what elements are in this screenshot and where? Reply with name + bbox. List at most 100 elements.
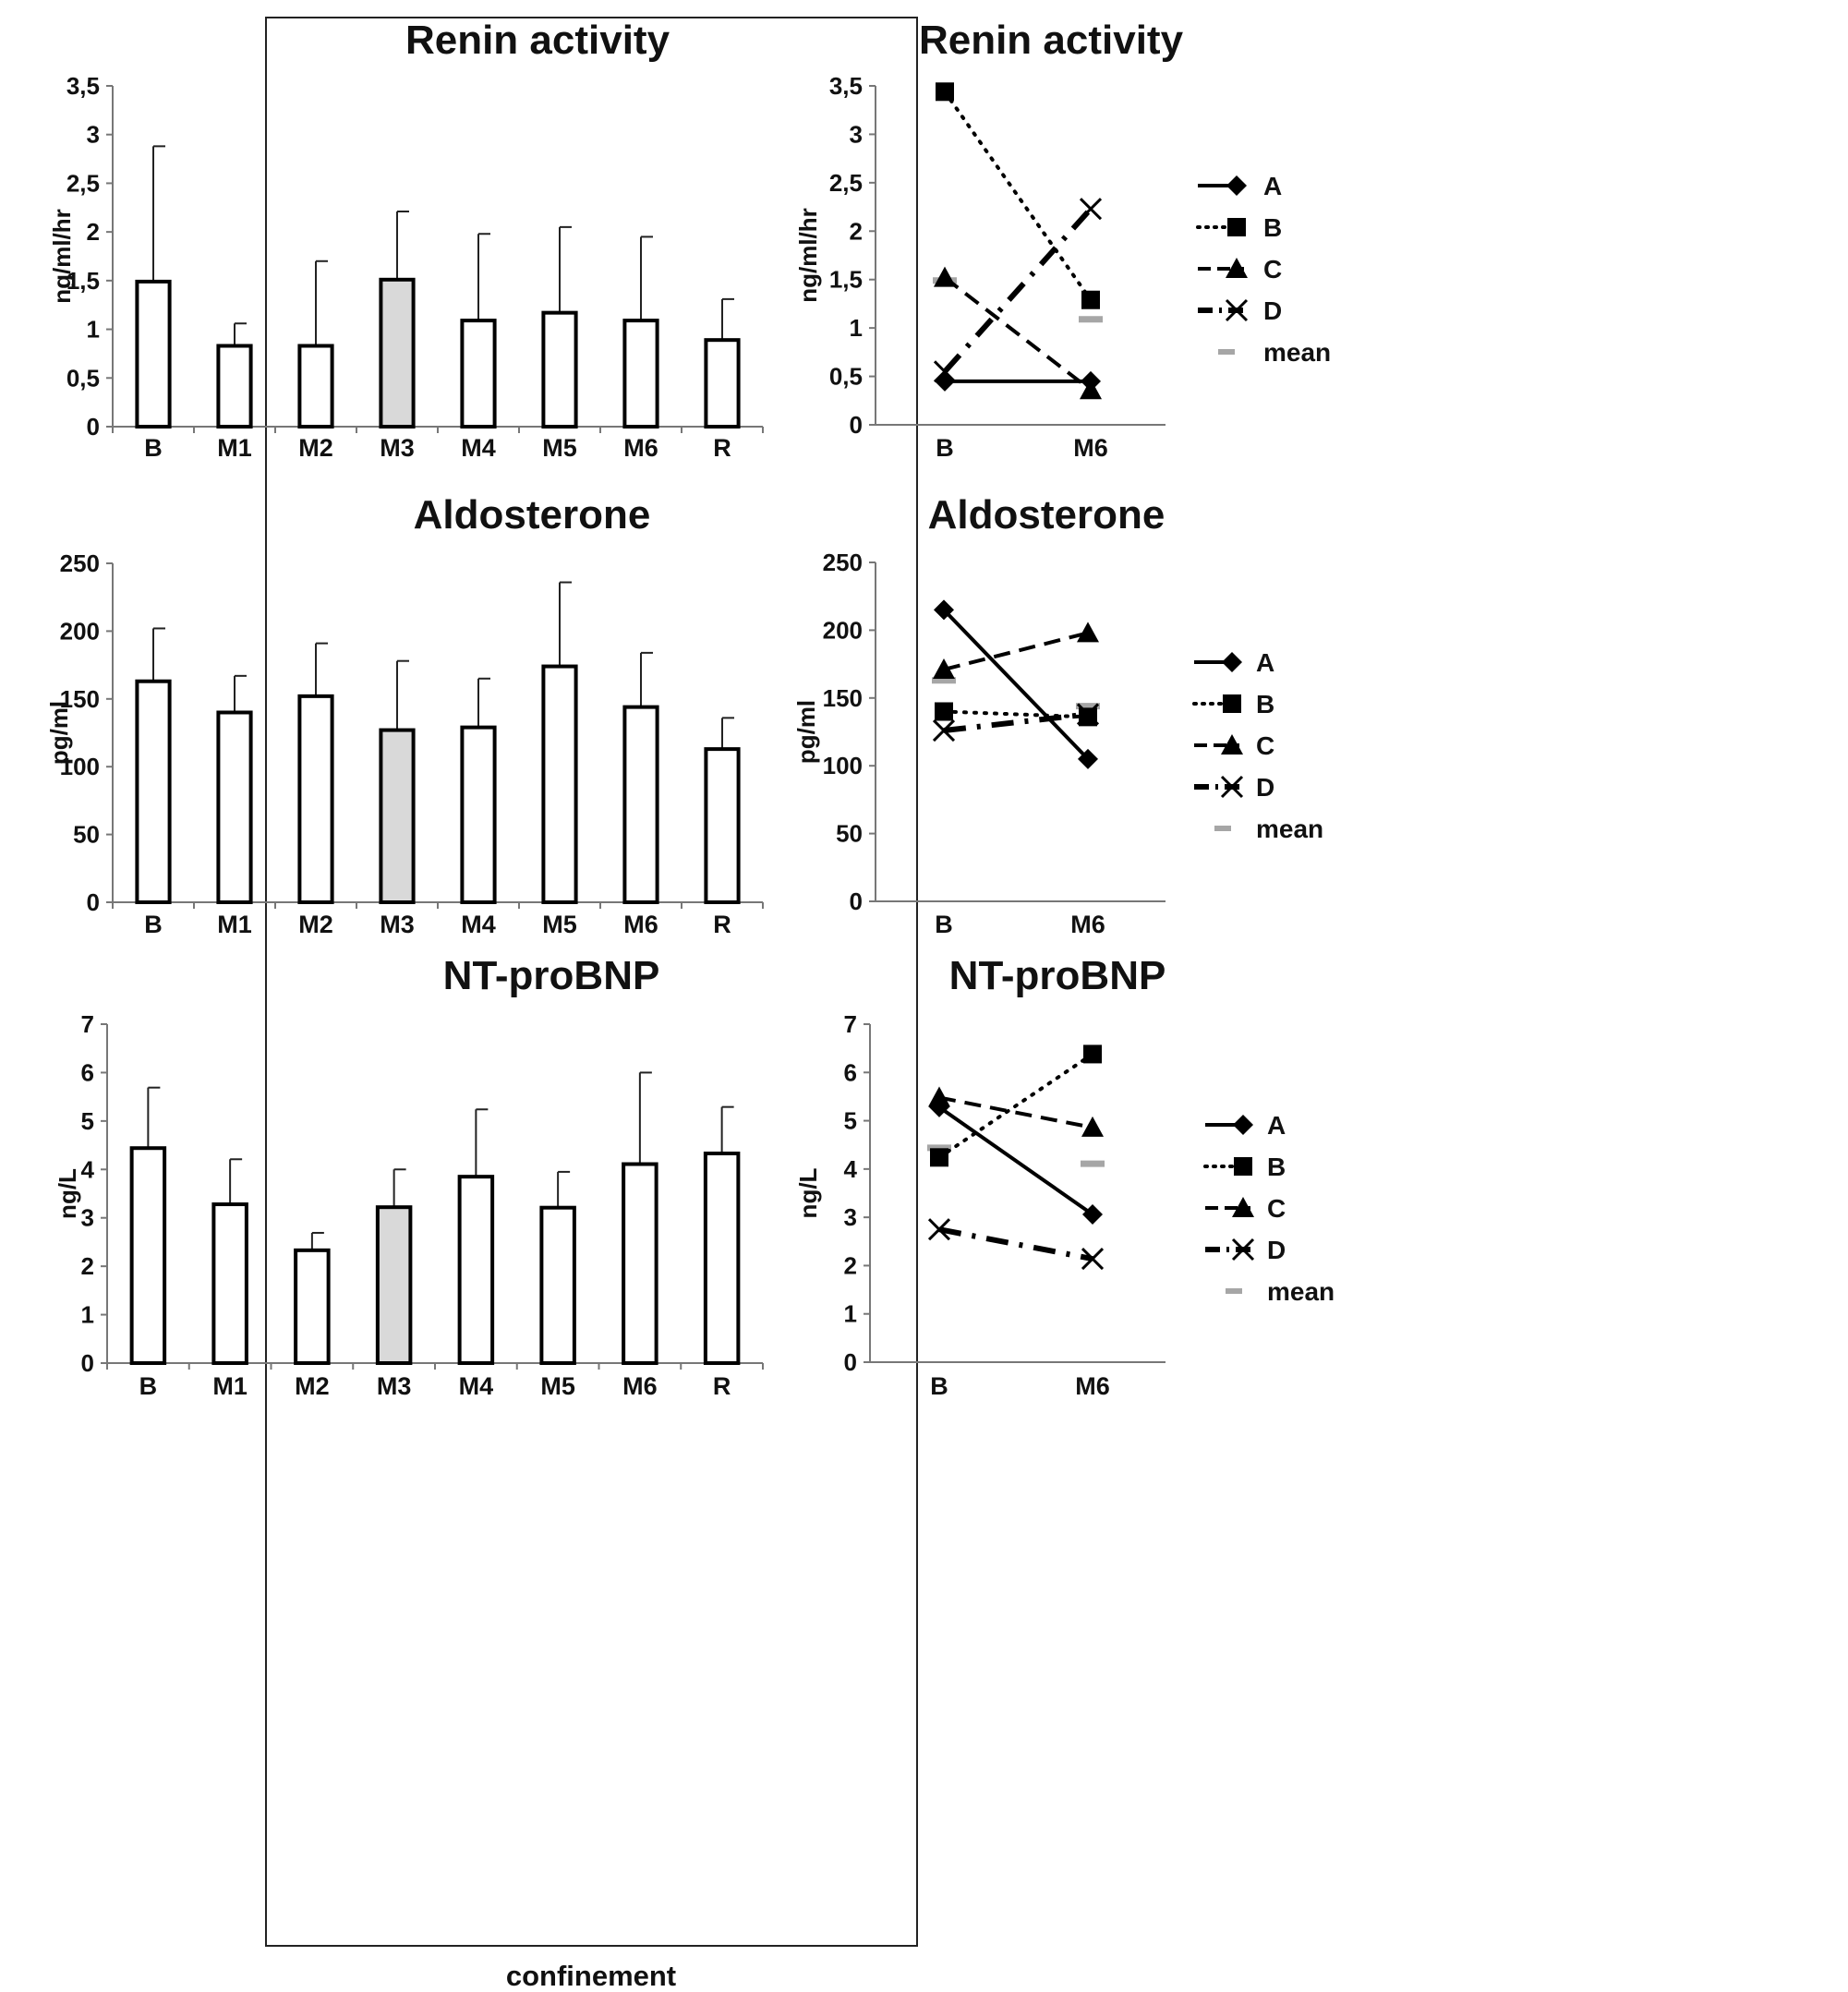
renin-line-ylabel: ng/ml/hr xyxy=(794,208,822,303)
aldo-line-legend-b-marker-square xyxy=(1223,694,1241,713)
aldo-bar-category-label: R xyxy=(713,911,731,938)
bnp-line-series-a-marker-diamond xyxy=(1082,1204,1103,1225)
bnp-line-series-c-marker-triangle xyxy=(928,1086,950,1107)
renin-line-ytick-label: 0 xyxy=(850,411,863,439)
renin-bar-bar-m1 xyxy=(216,344,253,429)
aldo-line-title: Aldosterone xyxy=(928,492,1166,537)
bnp-bar-ytick-label: 5 xyxy=(81,1107,94,1135)
aldo-bar-category-label: M6 xyxy=(623,911,658,938)
renin-line-series-c-marker-triangle xyxy=(934,266,956,287)
renin-line-series-b-marker-square xyxy=(936,82,954,102)
aldo-line-series-a-line xyxy=(942,608,1090,761)
bnp-bar-category-label: M1 xyxy=(212,1372,248,1400)
renin-line-series-d-marker-x xyxy=(1079,198,1103,221)
aldo-bar-bar-r xyxy=(704,747,741,905)
aldo-line-series-b-marker-square xyxy=(935,702,953,721)
bnp-line-legend-label-a: A xyxy=(1267,1111,1286,1140)
renin-line-category-label: M6 xyxy=(1073,434,1108,462)
aldo-line-ytick-label: 200 xyxy=(823,616,863,644)
aldo-line-series-a-marker-diamond xyxy=(934,599,954,621)
renin-line-legend-d-marker-x xyxy=(1225,298,1249,322)
renin-line-ytick-label: 0,5 xyxy=(829,363,863,391)
aldo-line-ytick-label: 0 xyxy=(850,887,863,915)
aldo-line-category-label: M6 xyxy=(1070,911,1105,938)
bnp-bar-bar-m2 xyxy=(294,1248,331,1365)
renin-bar-ytick-label: 2,5 xyxy=(66,169,100,197)
bnp-bar-bar-r xyxy=(703,1151,741,1365)
renin-bar-ytick-label: 1,5 xyxy=(66,267,100,295)
aldo-line-ytick-label: 100 xyxy=(823,752,863,779)
aldo-line-legend-label-b: B xyxy=(1256,690,1274,718)
bnp-line-ylabel: ng/L xyxy=(794,1167,822,1218)
renin-bar-category-label: B xyxy=(144,434,163,462)
renin-bar-bar-m3 xyxy=(379,277,416,429)
aldo-bar-ytick-label: 250 xyxy=(60,549,100,577)
aldo-line-category-label: B xyxy=(935,911,953,938)
bnp-bar-ytick-label: 7 xyxy=(81,1010,94,1038)
aldo-bar-bar-m3 xyxy=(379,728,416,905)
renin-line-series-b-marker-square xyxy=(1081,290,1100,309)
renin-line-ytick-label: 1,5 xyxy=(829,266,863,294)
renin-bar-ytick-label: 3,5 xyxy=(66,72,100,100)
aldo-bar-category-label: M2 xyxy=(298,911,333,938)
renin-line-legend-c-marker-triangle xyxy=(1226,258,1248,278)
bnp-line-series-b-line xyxy=(937,1052,1094,1160)
aldo-bar-ytick-label: 150 xyxy=(60,685,100,713)
renin-bar-bar-m6 xyxy=(622,319,659,429)
aldo-bar-bar-m2 xyxy=(297,694,334,905)
aldo-bar-category-label: M3 xyxy=(380,911,415,938)
bnp-bar-ytick-label: 3 xyxy=(81,1204,94,1232)
renin-bar-category-label: M4 xyxy=(461,434,496,462)
aldo-line-series-d-marker-x xyxy=(1076,703,1100,726)
aldo-line-legend-label-d: D xyxy=(1256,773,1274,802)
bnp-line-title: NT-proBNP xyxy=(949,953,1166,998)
renin-line-legend-label-a: A xyxy=(1263,172,1282,200)
renin-bar-title: Renin activity xyxy=(405,18,670,63)
renin-line-series-d-marker-x xyxy=(933,360,957,383)
bnp-line-ytick-label: 1 xyxy=(844,1300,857,1328)
confinement-label: confinement xyxy=(506,1960,676,1992)
renin-line-series-b-line xyxy=(943,90,1093,302)
bnp-line-legend-label-mean: mean xyxy=(1267,1277,1335,1306)
renin-line-title: Renin activity xyxy=(919,18,1184,63)
bnp-line-legend-label-c: C xyxy=(1267,1194,1286,1223)
aldo-bar-bar-m1 xyxy=(216,710,253,904)
bnp-bar-ytick-label: 1 xyxy=(81,1301,94,1329)
renin-bar-ylabel: ng/ml/hr xyxy=(48,209,76,304)
bnp-line-series-a-line xyxy=(937,1105,1094,1216)
aldo-line-legend-label-mean: mean xyxy=(1256,815,1323,843)
renin-bar-ytick-label: 0 xyxy=(87,413,100,441)
bnp-line-series-b-marker-square xyxy=(1083,1044,1102,1064)
aldo-bar-bar-m6 xyxy=(622,705,659,904)
aldo-line-series-b-line xyxy=(942,709,1090,719)
bnp-bar-ytick-label: 4 xyxy=(81,1155,95,1183)
aldo-line-legend-label-c: C xyxy=(1256,731,1274,760)
aldo-bar-bar-b xyxy=(135,679,172,904)
renin-bar-bar-m4 xyxy=(460,319,497,429)
aldo-line-legend-c-marker-triangle xyxy=(1221,734,1243,755)
renin-line-ytick-label: 2 xyxy=(850,217,863,245)
renin-bar-ytick-label: 2 xyxy=(87,218,100,246)
bnp-bar-category-label: R xyxy=(713,1372,731,1400)
aldo-bar-ylabel: pg/ml xyxy=(45,701,73,765)
confinement-frame xyxy=(265,17,918,1947)
renin-line-legend-label-b: B xyxy=(1263,213,1282,242)
bnp-bar-category-label: M4 xyxy=(459,1372,494,1400)
renin-bar-category-label: R xyxy=(713,434,731,462)
renin-bar-ytick-label: 3 xyxy=(87,121,100,149)
bnp-line-legend-b-marker-square xyxy=(1234,1157,1252,1176)
aldo-line-ylabel: pg/ml xyxy=(792,700,820,764)
renin-bar-category-label: M1 xyxy=(217,434,252,462)
bnp-bar-category-label: M5 xyxy=(540,1372,575,1400)
renin-bar-ytick-label: 1 xyxy=(87,316,100,344)
renin-line-series-c-line xyxy=(943,276,1093,392)
renin-line-legend-label-c: C xyxy=(1263,255,1282,284)
bnp-line-category-label: M6 xyxy=(1075,1372,1110,1400)
aldo-bar-category-label: M4 xyxy=(461,911,496,938)
bnp-line-ytick-label: 2 xyxy=(844,1251,857,1279)
renin-bar-bar-m5 xyxy=(541,310,578,429)
renin-line-ytick-label: 1 xyxy=(850,314,863,342)
aldo-line-series-c-marker-triangle xyxy=(933,658,955,679)
